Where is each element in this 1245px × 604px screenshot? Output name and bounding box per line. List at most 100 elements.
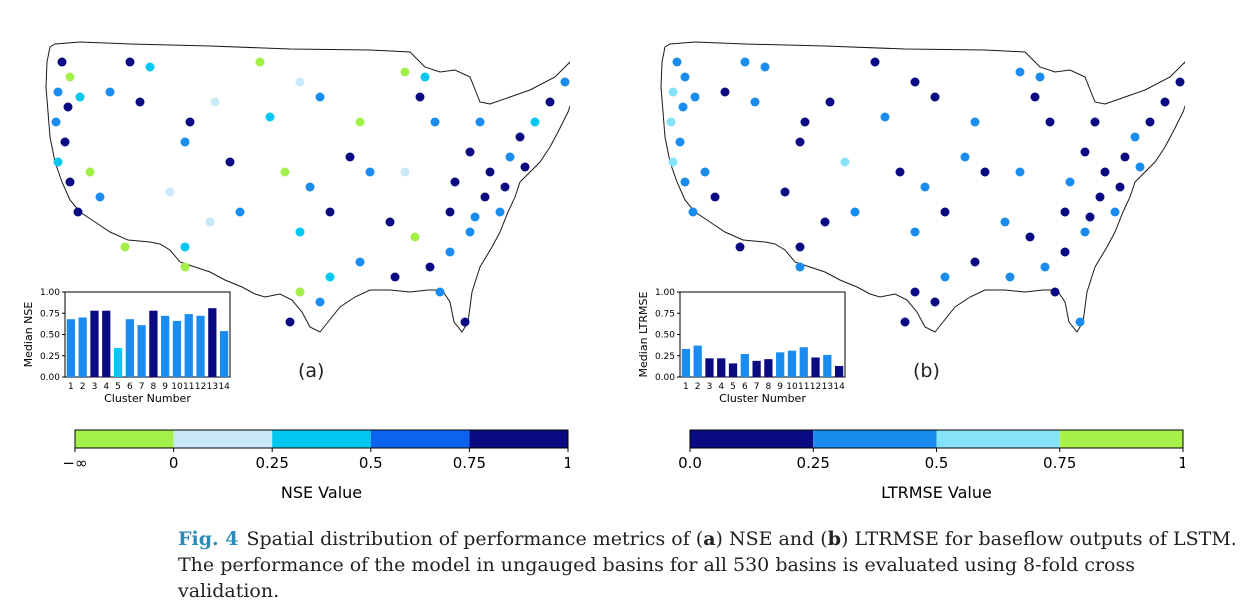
inset-bar <box>823 354 832 377</box>
colorbar-tick-label: 0.0 <box>678 454 702 472</box>
x-tick-label: 7 <box>754 382 760 392</box>
inset-bar <box>693 345 702 377</box>
inset-axes-box <box>64 291 231 378</box>
caption-bold-b: b <box>827 528 841 550</box>
x-tick-label: 7 <box>139 382 145 392</box>
y-tick-label: 0.75 <box>655 309 675 319</box>
x-tick-label: 8 <box>766 382 772 392</box>
x-tick-label: 5 <box>115 382 121 392</box>
colorbar-label: LTRMSE Value <box>881 483 992 502</box>
x-tick-label: 5 <box>730 382 736 392</box>
map-dots-a <box>51 57 570 327</box>
inset-xlabel: Cluster Number <box>104 392 191 405</box>
inset-bar <box>196 315 205 377</box>
colorbar-segment <box>1059 430 1183 448</box>
inset-bar <box>78 317 87 377</box>
y-tick-label: 0.25 <box>40 352 60 362</box>
colorbar-label: NSE Value <box>281 483 362 502</box>
colorbar-tick-label: 0.25 <box>255 454 288 472</box>
inset-bar <box>90 310 99 377</box>
colorbar-tick-label: 1 <box>1178 454 1185 472</box>
colorbar-tick-label: 0 <box>169 454 179 472</box>
inset-ylabel: Median NSE <box>22 302 35 368</box>
inset-bar <box>705 358 714 377</box>
colorbar-segment <box>469 430 568 448</box>
colorbar-tick-label: 0.5 <box>925 454 949 472</box>
inset-bar <box>752 360 761 377</box>
inset-ylabel: Median LTRMSE <box>637 291 650 377</box>
x-tick-label: 2 <box>695 382 701 392</box>
colorbar-frame <box>74 429 569 449</box>
figure-caption: Fig. 4 Spatial distribution of performanc… <box>178 526 1238 604</box>
caption-text: ) LTRMSE for baseflow outputs of LSTM. <box>841 528 1237 550</box>
inset-bar <box>799 347 808 377</box>
y-tick-label: 0.00 <box>40 373 60 383</box>
colorbar-segment <box>936 430 1060 448</box>
inset-bar <box>102 310 111 377</box>
x-tick-label: 6 <box>742 382 748 392</box>
colorbar-segment <box>173 430 273 448</box>
colorbar-segment <box>75 430 174 448</box>
inset-bar <box>740 354 749 377</box>
colorbar-segment <box>813 430 937 448</box>
inset-bar <box>681 348 691 377</box>
panel-a: 0.00 0.25 0.50 0.75 1.00 1 2 3 4 5 6 7 8 9 10 11 12 13 14 C… <box>10 22 570 502</box>
caption-line-2: The performance of the model in ungauged… <box>178 554 1135 602</box>
x-tick-label: 4 <box>718 382 724 392</box>
colorbar-segment <box>690 430 814 448</box>
y-tick-label: 0.75 <box>40 309 60 319</box>
y-tick-label: 0.50 <box>40 331 60 341</box>
panel-a-svg <box>45 41 570 333</box>
inset-bar <box>161 315 170 377</box>
inset-bar <box>113 348 123 377</box>
colorbar-b: 0.0 0.25 0.5 0.75 1 LTRMSE Value <box>625 426 1185 504</box>
inset-bar <box>149 310 158 377</box>
inset-axes-box <box>679 291 846 378</box>
caption-text: Spatial distribution of performance metr… <box>246 528 704 550</box>
inset-chart-b: 0.00 0.25 0.50 0.75 1.00 1 2 3 4 5 6 7 8 9 10 11 12 13 14 C… <box>625 284 855 434</box>
colorbar-tick-label: −∞ <box>62 454 87 472</box>
colorbar-tick-label: 0.25 <box>797 454 830 472</box>
x-tick-label: 4 <box>103 382 109 392</box>
panel-label: (a) <box>298 360 325 382</box>
x-tick-label: 12 <box>810 382 821 392</box>
y-tick-label: 1.00 <box>655 288 675 298</box>
x-tick-label: 8 <box>151 382 157 392</box>
x-tick-label: 2 <box>80 382 86 392</box>
x-tick-label: 11 <box>798 382 809 392</box>
x-tick-label: 14 <box>833 382 845 392</box>
x-tick-label: 12 <box>195 382 206 392</box>
panel-b: 0.00 0.25 0.50 0.75 1.00 1 2 3 4 5 6 7 8 9 10 11 12 13 14 C… <box>625 22 1185 502</box>
colorbar-segment <box>272 430 371 448</box>
inset-bar <box>66 319 76 377</box>
inset-chart-a: 0.00 0.25 0.50 0.75 1.00 1 2 3 4 5 6 7 8 9 10 11 12 13 14 C… <box>10 284 240 434</box>
figure-label: Fig. 4 <box>178 528 239 550</box>
inset-bar <box>787 350 797 377</box>
inset-svg: 0.000.250.500.751.001 2 3 4 5 6 7 8 9 10 11 12 13 14C… <box>637 288 846 405</box>
panel-label: (b) <box>913 360 940 382</box>
colorbar-tick-label: 0.75 <box>1043 454 1076 472</box>
y-tick-label: 0.25 <box>655 352 675 362</box>
inset-bar <box>219 331 229 377</box>
panel-b-svg <box>660 41 1185 333</box>
inset-bar <box>137 325 146 377</box>
inset-xlabel: Cluster Number <box>719 392 806 405</box>
colorbar-a: −∞ 0 0.25 0.5 0.75 1 NSE Value <box>10 426 570 504</box>
inset-bar <box>776 352 785 377</box>
inset-bar <box>184 314 193 377</box>
inset-bar <box>728 363 738 377</box>
map-dots-b <box>666 57 1185 327</box>
x-tick-label: 10 <box>786 382 798 392</box>
x-tick-label: 14 <box>218 382 230 392</box>
x-tick-label: 9 <box>162 382 168 392</box>
x-tick-label: 11 <box>183 382 194 392</box>
inset-bar <box>834 365 844 377</box>
x-tick-label: 9 <box>777 382 783 392</box>
x-tick-label: 3 <box>707 382 713 392</box>
x-tick-label: 10 <box>171 382 183 392</box>
inset-bar <box>811 357 820 377</box>
inset-bar <box>208 308 217 377</box>
x-tick-label: 1 <box>68 382 74 392</box>
inset-bar <box>717 358 726 377</box>
caption-bold-a: a <box>703 528 716 550</box>
